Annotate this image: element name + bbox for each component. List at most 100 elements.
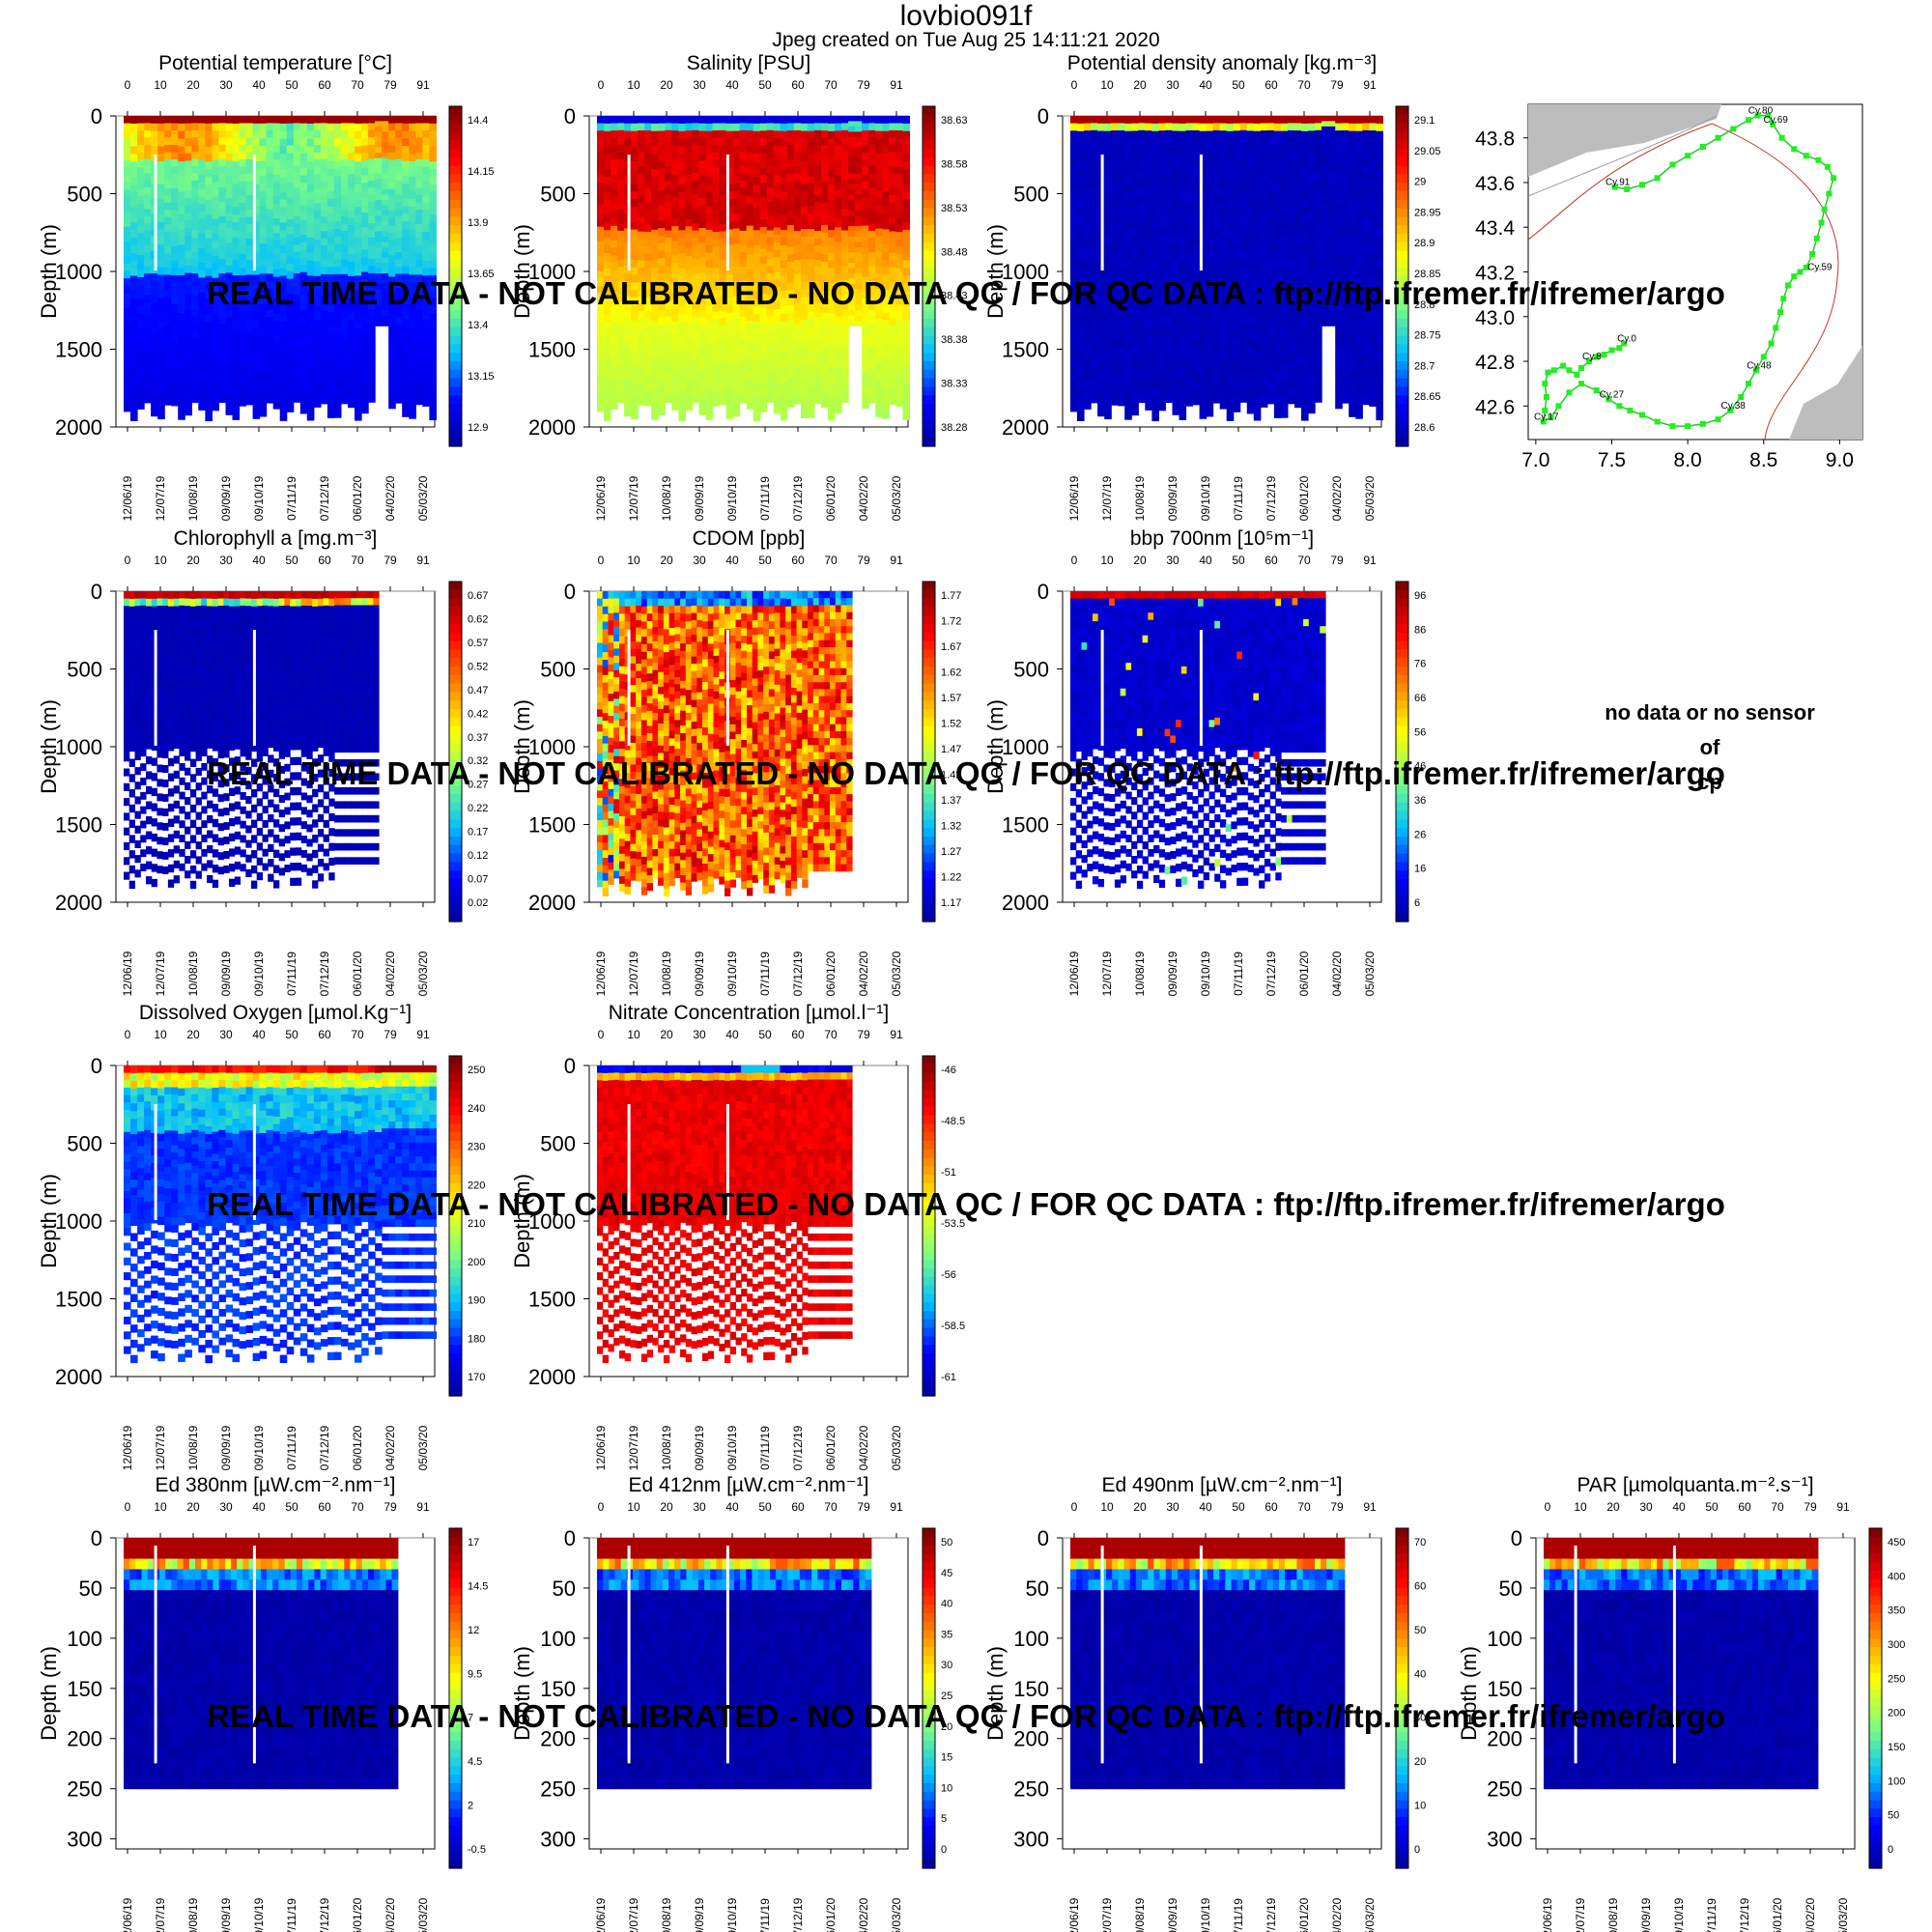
heatmap-cell xyxy=(299,242,308,251)
heatmap-cell xyxy=(644,116,652,124)
heatmap-cell xyxy=(835,197,842,206)
heatmap-cell xyxy=(1179,116,1187,125)
heatmap-cell xyxy=(205,185,213,193)
heatmap-cell xyxy=(848,252,856,259)
heatmap-cell xyxy=(1165,266,1173,274)
heatmap-cell xyxy=(306,123,315,132)
heatmap-cell xyxy=(164,297,172,304)
heatmap-cell xyxy=(429,229,437,239)
heatmap-cell xyxy=(597,116,605,125)
heatmap-cell xyxy=(862,262,869,270)
heatmap-cell xyxy=(409,237,416,245)
heatmap-cell xyxy=(313,203,322,212)
heatmap-cell xyxy=(266,259,274,268)
heatmap-cell xyxy=(651,214,659,223)
heatmap-cell xyxy=(388,284,396,293)
heatmap-cell xyxy=(855,237,863,242)
heatmap-cell xyxy=(279,328,288,338)
heatmap-cell xyxy=(814,310,822,318)
heatmap-cell xyxy=(415,318,423,327)
heatmap-cell xyxy=(185,272,192,281)
heatmap-cell xyxy=(232,191,241,200)
heatmap-cell xyxy=(773,398,781,407)
heatmap-cell xyxy=(130,138,138,148)
heatmap-cell xyxy=(1111,325,1119,333)
heatmap-cell xyxy=(1246,153,1255,161)
panel-sal: Salinity [PSU]0 10 20 30 40 50 60 70 79 9112/06/1… xyxy=(510,52,968,521)
heatmap-cell xyxy=(232,396,241,406)
heatmap-cell xyxy=(719,158,727,167)
heatmap-cell xyxy=(286,293,295,301)
heatmap-cell xyxy=(341,123,349,131)
heatmap-cell xyxy=(651,366,659,375)
heatmap-cell xyxy=(1104,260,1112,269)
heatmap-cell xyxy=(422,137,430,146)
colorbar-segment xyxy=(923,353,935,362)
heatmap-cell xyxy=(1151,260,1159,270)
heatmap-cell xyxy=(1246,279,1255,288)
heatmap-cell xyxy=(1192,325,1201,333)
heatmap-cell xyxy=(212,130,219,139)
colorbar-segment xyxy=(449,225,462,235)
heatmap-cell xyxy=(705,321,714,329)
heatmap-cell xyxy=(333,319,342,327)
heatmap-cell xyxy=(862,356,869,365)
heatmap-cell xyxy=(272,364,281,373)
heatmap-cell xyxy=(759,116,768,125)
heatmap-cell xyxy=(1138,215,1146,224)
heatmap-cell xyxy=(793,389,802,397)
heatmap-cell xyxy=(429,389,437,398)
heatmap-cell xyxy=(144,123,152,131)
heatmap-cell xyxy=(800,319,809,328)
heatmap-cell xyxy=(293,266,301,274)
heatmap-cell xyxy=(1246,257,1255,266)
heatmap-cell xyxy=(685,366,693,375)
heatmap-cell xyxy=(286,337,295,346)
heatmap-cell xyxy=(1185,377,1194,385)
heatmap-cell xyxy=(185,318,192,327)
heatmap-cell xyxy=(895,268,903,276)
heatmap-cell xyxy=(828,389,836,398)
heatmap-cell xyxy=(232,169,241,178)
heatmap-cell xyxy=(651,351,659,359)
heatmap-cell xyxy=(1192,289,1201,298)
heatmap-cell xyxy=(753,275,761,284)
heatmap-cell xyxy=(124,315,131,324)
heatmap-cell xyxy=(1138,366,1146,375)
heatmap-cell xyxy=(299,301,308,310)
heatmap-cell xyxy=(1179,290,1187,299)
heatmap-cell xyxy=(279,191,288,201)
heatmap-cell xyxy=(597,374,605,383)
heatmap-cell xyxy=(828,161,836,170)
heatmap-cell xyxy=(604,375,611,384)
heatmap-cell xyxy=(841,316,849,325)
heatmap-cell xyxy=(719,116,727,124)
heatmap-cell xyxy=(698,295,707,303)
heatmap-cell xyxy=(137,225,145,234)
heatmap-cell xyxy=(725,252,734,261)
heatmap-cell xyxy=(171,275,179,283)
heatmap-cell xyxy=(862,247,869,256)
heatmap-cell xyxy=(719,347,727,355)
heatmap-cell xyxy=(333,289,342,298)
heatmap-cell xyxy=(759,315,768,324)
heatmap-cell xyxy=(671,123,679,131)
heatmap-cell xyxy=(773,130,781,139)
heatmap-cell xyxy=(368,301,376,310)
heatmap-cell xyxy=(1084,241,1092,249)
heatmap-cell xyxy=(368,394,376,403)
heatmap-cell xyxy=(759,138,768,147)
heatmap-cell xyxy=(882,297,890,306)
heatmap-cell xyxy=(821,188,829,197)
heatmap-cell xyxy=(835,138,842,147)
heatmap-cell xyxy=(130,344,138,353)
heatmap-cell xyxy=(1151,298,1159,307)
colorbar-segment xyxy=(449,386,462,396)
heatmap-cell xyxy=(1151,344,1159,354)
heatmap-cell xyxy=(293,237,301,245)
heatmap-cell xyxy=(1158,159,1166,168)
heatmap-cell xyxy=(1239,209,1248,217)
heatmap-cell xyxy=(712,398,721,407)
heatmap-cell xyxy=(1165,116,1173,124)
heatmap-cell xyxy=(245,123,254,131)
